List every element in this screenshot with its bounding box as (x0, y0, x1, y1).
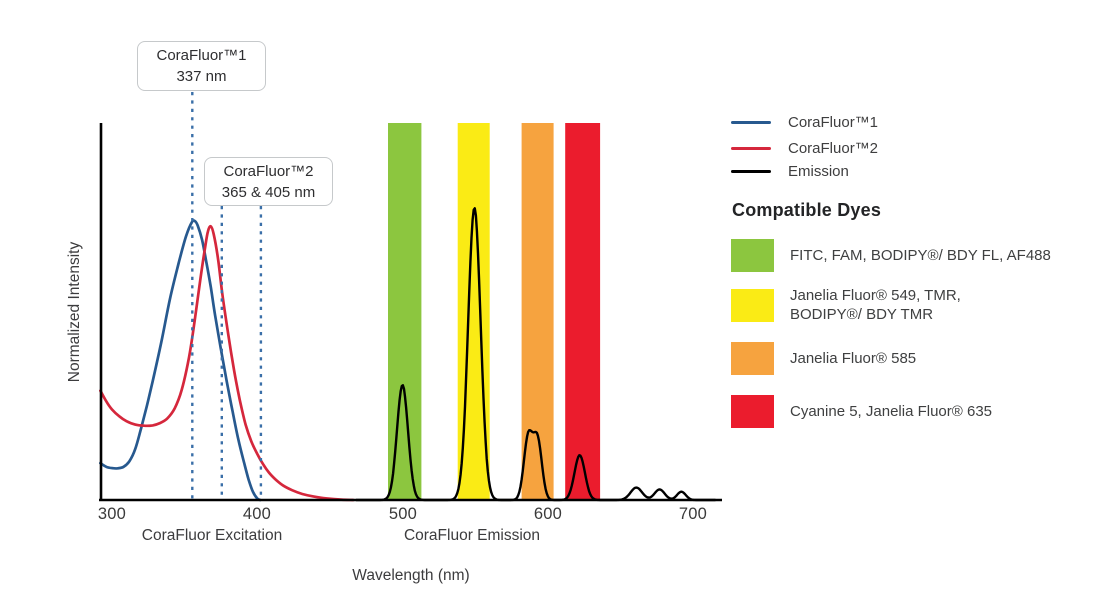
dye-item-green: FITC, FAM, BODIPY®/ BDY FL, AF488 (731, 238, 1051, 272)
filter-band-3 (565, 123, 601, 500)
dye-label-green: FITC, FAM, BODIPY®/ BDY FL, AF488 (790, 246, 1051, 264)
legend-line-corafluor2 (731, 146, 771, 150)
dye-label-orange: Janelia Fluor® 585 (790, 349, 917, 367)
compatible-dyes-heading: Compatible Dyes (732, 200, 882, 220)
x-tick-700: 700 (678, 505, 708, 523)
x-axis-label: Wavelength (nm) (352, 567, 470, 584)
legend-item-corafluor1: CoraFluor™1 (731, 110, 878, 134)
emission-curve (355, 207, 716, 502)
legend-item-corafluor2: CoraFluor™2 (731, 136, 878, 160)
x-tick-400: 400 (242, 505, 272, 523)
legend-label-emission: Emission (788, 162, 849, 180)
dye-swatch-yellow (731, 288, 774, 322)
legend-line-emission (731, 169, 771, 173)
dye-item-yellow: Janelia Fluor® 549, TMR, BODIPY®/ BDY TM… (731, 287, 961, 323)
dye-swatch-red (731, 394, 774, 428)
filter-band-0 (388, 123, 422, 500)
callout-corafluor1-wavelength: 337 nm (176, 68, 227, 85)
dye-item-red: Cyanine 5, Janelia Fluor® 635 (731, 394, 992, 428)
x-tick-500: 500 (388, 505, 418, 523)
callout-corafluor2-wavelength: 365 & 405 nm (221, 183, 316, 201)
legend-line-corafluor1 (731, 120, 771, 124)
emission-section-label: CoraFluor Emission (403, 527, 541, 544)
x-tick-600: 600 (533, 505, 563, 523)
excitation-curve-2 (99, 224, 355, 502)
dye-swatch-orange (731, 341, 774, 375)
callout-corafluor2: CoraFluor™2 365 & 405 nm (204, 157, 333, 206)
dye-label-yellow: Janelia Fluor® 549, TMR, BODIPY®/ BDY TM… (790, 287, 961, 323)
legend-label-corafluor1: CoraFluor™1 (788, 113, 879, 131)
x-tick-300: 300 (97, 505, 127, 523)
callout-corafluor2-title: CoraFluor™2 (223, 162, 314, 180)
legend-label-corafluor2: CoraFluor™2 (788, 139, 879, 157)
dye-swatch-green (731, 238, 774, 272)
excitation-curve-1 (99, 219, 262, 502)
excitation-section-label: CoraFluor Excitation (141, 527, 283, 544)
y-axis-label: Normalized Intensity (66, 241, 83, 383)
dye-item-orange: Janelia Fluor® 585 (731, 341, 916, 375)
legend-item-emission: Emission (731, 159, 849, 183)
dye-label-red: Cyanine 5, Janelia Fluor® 635 (790, 402, 993, 420)
callout-corafluor1: CoraFluor™1 337 nm (137, 41, 266, 91)
callout-corafluor1-title: CoraFluor™1 (156, 47, 247, 64)
